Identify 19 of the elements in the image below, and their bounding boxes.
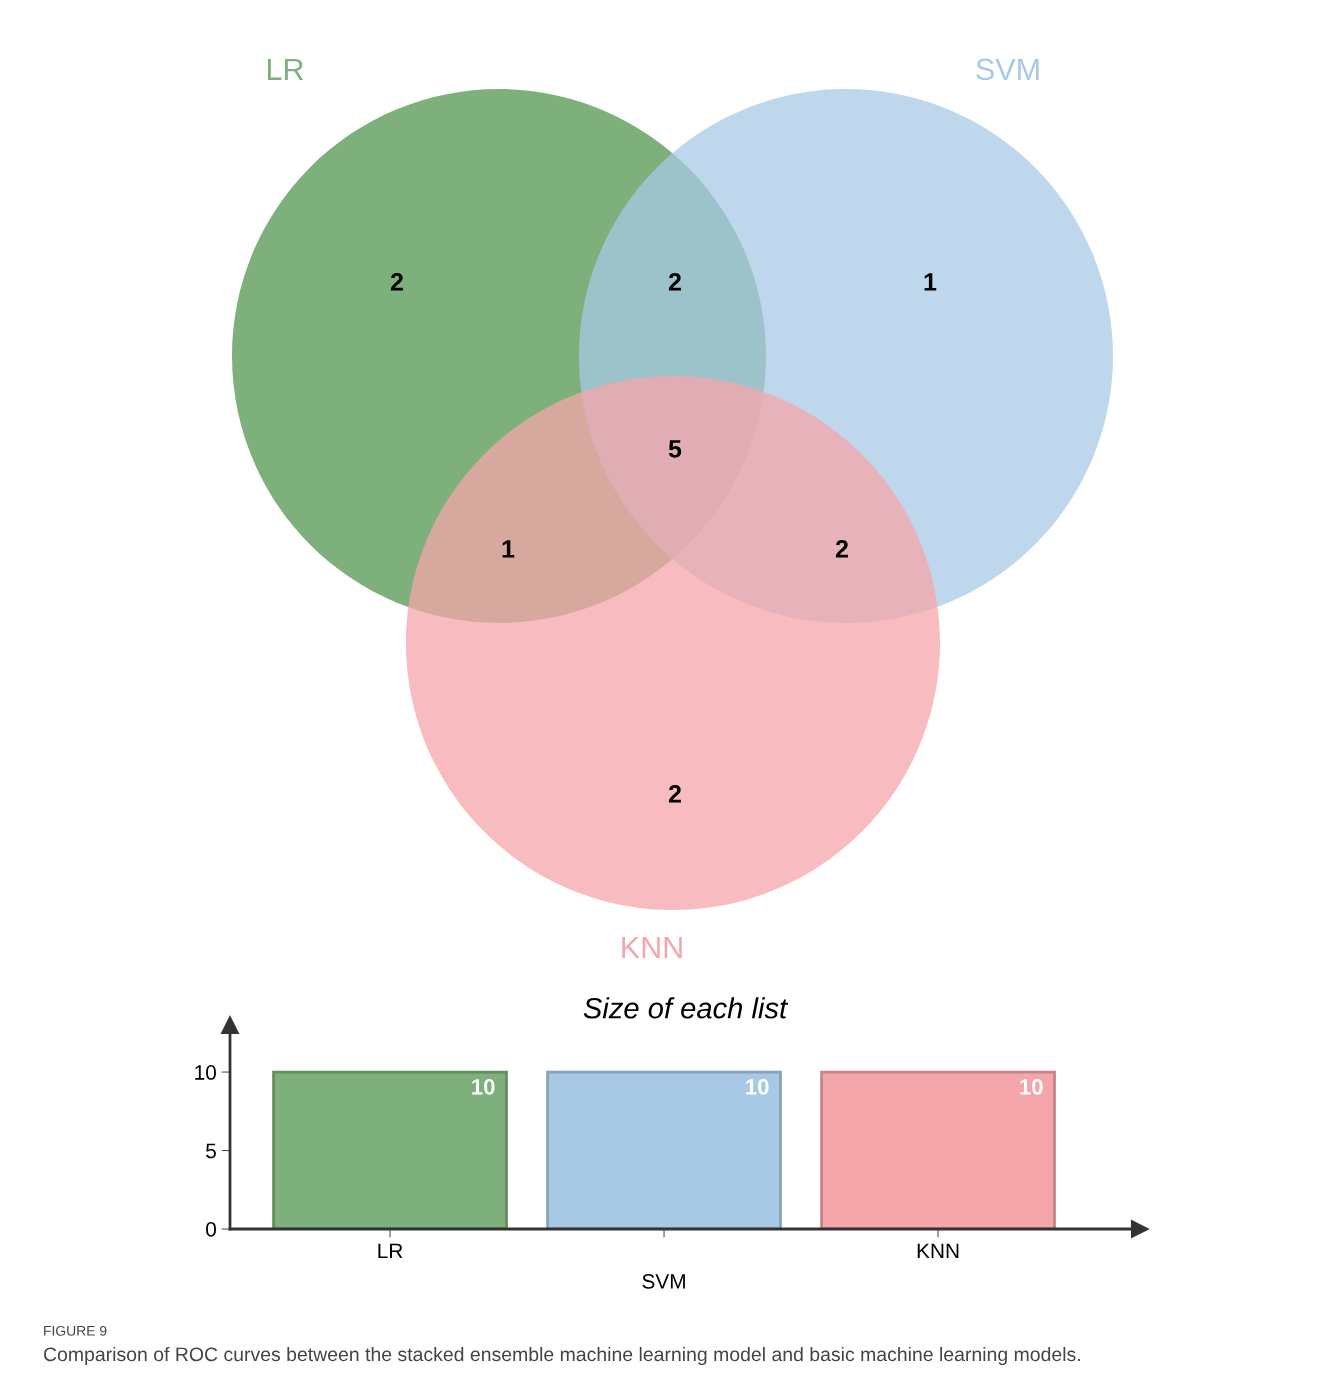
legend-label: LR (267, 58, 304, 80)
text: 2 (390, 273, 403, 291)
y-tick-label: 0 (206, 1222, 216, 1237)
data-label: 10 (1020, 1078, 1043, 1095)
text: Comparison of ROC curves between the stacked ensemble machine learning model and basic machine learning models. (43, 1346, 1080, 1366)
text: 2 (668, 273, 681, 291)
text: 1 (924, 273, 937, 291)
y-tick-label: 10 (195, 1065, 216, 1080)
caption: FIGURE 9 (44, 1325, 107, 1336)
data-label: 10 (746, 1078, 769, 1095)
data-label: 10 (472, 1078, 495, 1095)
text: 1 (502, 540, 515, 558)
legend-label: SVM (976, 58, 1039, 81)
chart-title: Size of each list (583, 997, 789, 1019)
text: 2 (668, 785, 681, 803)
legend-label: KNN (622, 936, 682, 958)
text: 2 (835, 540, 848, 558)
y-tick-label: 5 (206, 1143, 216, 1159)
text: 5 (668, 440, 682, 458)
